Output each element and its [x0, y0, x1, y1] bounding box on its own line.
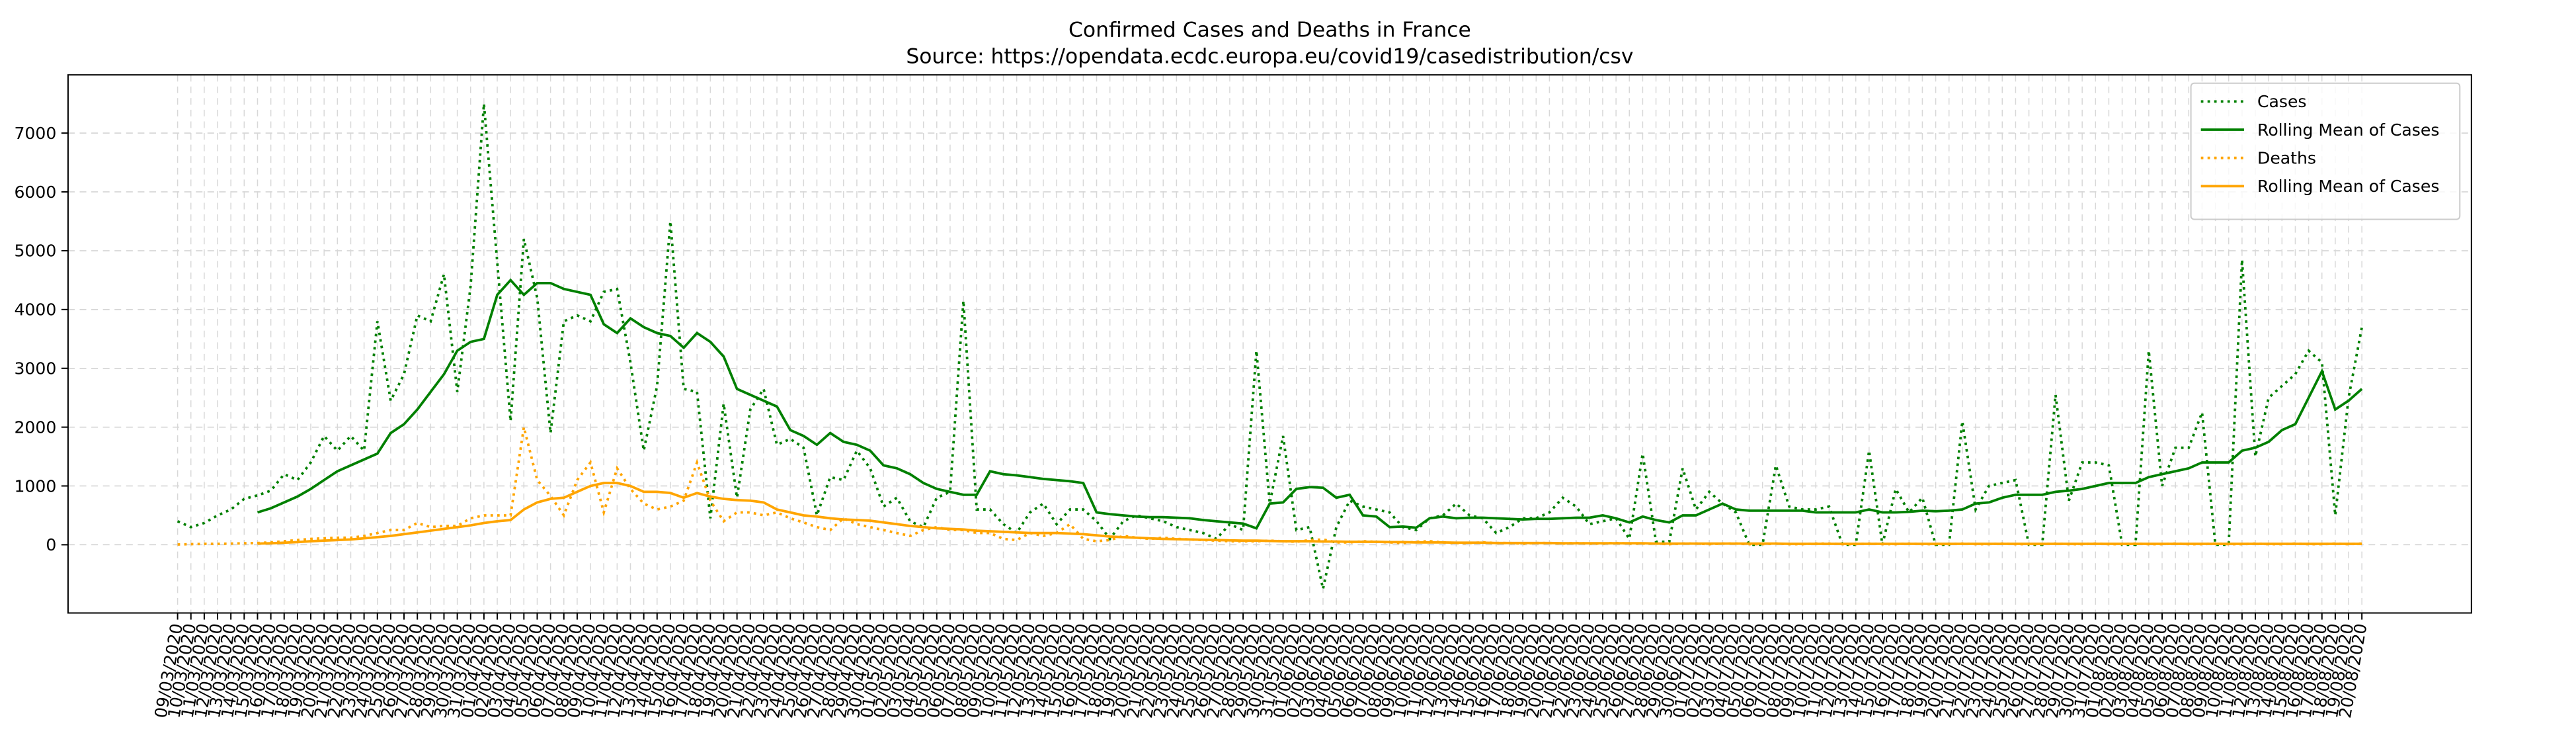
legend-label: Rolling Mean of Cases [2257, 177, 2439, 196]
series-line [257, 482, 2362, 545]
y-tick-label: 6000 [14, 183, 56, 202]
chart-subtitle: Source: https://opendata.ecdc.europa.eu/… [906, 45, 1633, 69]
series-line [257, 278, 2363, 530]
legend: Cases Rolling Mean of Cases Deaths Rolling … [2190, 82, 2461, 220]
y-tick-label: 7000 [14, 124, 56, 143]
series-line [177, 103, 2364, 589]
legend-label: Deaths [2257, 148, 2316, 167]
y-tick-label: 5000 [14, 241, 56, 261]
chart-title: Confirmed Cases and Deaths in France [1068, 18, 1471, 42]
plot-frame [67, 74, 2472, 614]
y-tick-label: 1000 [14, 476, 56, 496]
legend-label: Rolling Mean of Cases [2257, 120, 2439, 140]
y-tick-label: 2000 [14, 417, 56, 437]
legend-box [2190, 82, 2461, 220]
y-tick-label: 4000 [14, 300, 56, 320]
y-tick-label: 3000 [14, 359, 56, 378]
legend-label: Cases [2257, 92, 2307, 111]
y-tick-label: 0 [46, 535, 56, 554]
